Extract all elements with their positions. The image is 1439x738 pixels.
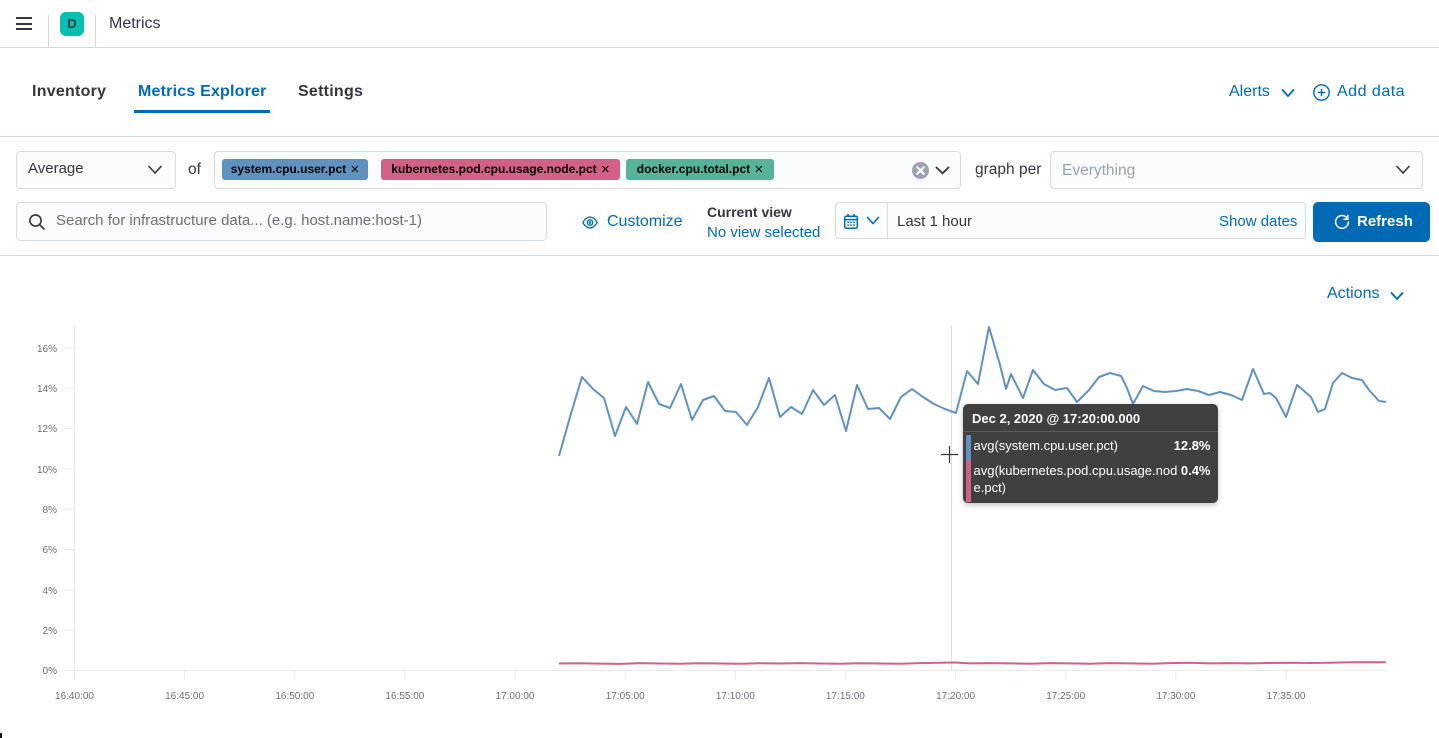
svg-text:10%: 10% (37, 465, 57, 476)
svg-text:17:15:00: 17:15:00 (826, 691, 865, 702)
svg-text:17:30:00: 17:30:00 (1156, 691, 1195, 702)
svg-text:16:50:00: 16:50:00 (275, 691, 314, 702)
svg-text:2%: 2% (43, 626, 58, 637)
svg-text:17:05:00: 17:05:00 (606, 691, 645, 702)
svg-text:16:40:00: 16:40:00 (55, 691, 94, 702)
svg-text:16:45:00: 16:45:00 (165, 691, 204, 702)
svg-text:6%: 6% (43, 545, 58, 556)
svg-text:17:25:00: 17:25:00 (1046, 691, 1085, 702)
svg-text:17:35:00: 17:35:00 (1267, 691, 1306, 702)
svg-text:17:00:00: 17:00:00 (496, 691, 535, 702)
svg-text:14%: 14% (37, 384, 57, 395)
svg-text:16:55:00: 16:55:00 (385, 691, 424, 702)
svg-text:17:10:00: 17:10:00 (716, 691, 755, 702)
svg-text:17:20:00: 17:20:00 (936, 691, 975, 702)
svg-text:8%: 8% (43, 505, 58, 516)
svg-text:16%: 16% (37, 344, 57, 355)
svg-text:4%: 4% (43, 586, 58, 597)
svg-text:0%: 0% (43, 666, 58, 677)
svg-text:12%: 12% (37, 424, 57, 435)
